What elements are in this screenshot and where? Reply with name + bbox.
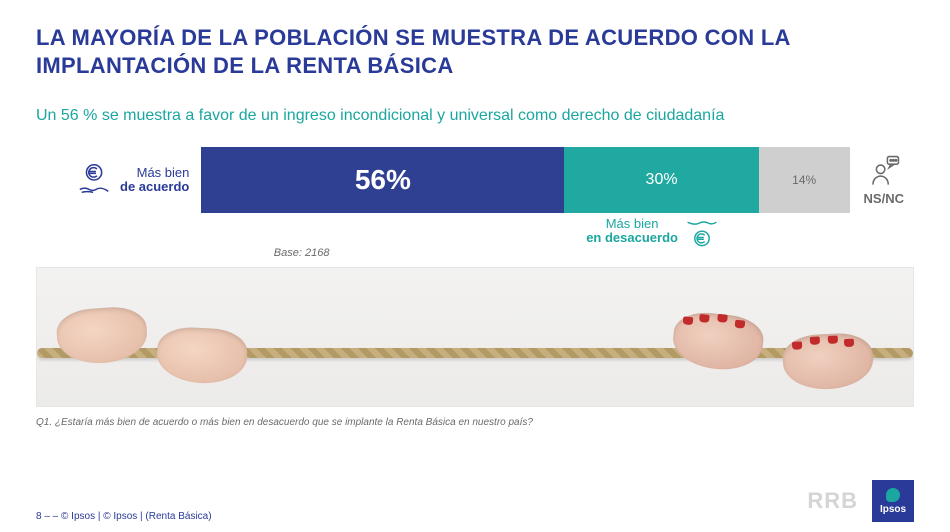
hand-left-2: [156, 326, 249, 386]
bar-value-nsnc: 14%: [792, 173, 816, 187]
ipsos-logo-mark: [886, 488, 900, 502]
hand-right-2: [782, 332, 875, 392]
footer: 8 – – © Ipsos | © Ipsos | (Renta Básica)…: [36, 480, 914, 522]
agree-label-line2: de acuerdo: [120, 180, 189, 194]
ipsos-logo: Ipsos: [872, 480, 914, 522]
euro-hand-icon: [76, 161, 114, 199]
disagree-label-line2: en desacuerdo: [586, 230, 678, 245]
agree-label-line1: Más bien: [120, 166, 189, 180]
bar-track: 56% 30% 14%: [201, 147, 849, 213]
rrb-logo: RRB: [807, 488, 858, 514]
footer-right: RRB Ipsos: [807, 480, 914, 522]
disagree-label-block: Más bien en desacuerdo: [586, 217, 678, 246]
slide: LA MAYORÍA DE LA POBLACIÓN SE MUESTRA DE…: [0, 0, 950, 532]
page-subtitle: Un 56 % se muestra a favor de un ingreso…: [36, 107, 914, 125]
disagree-label-line1: Más bien: [606, 216, 659, 231]
euro-hand-down-icon: [684, 215, 720, 251]
page-title: LA MAYORÍA DE LA POBLACIÓN SE MUESTRA DE…: [36, 24, 914, 79]
stacked-bar-chart: Más bien de acuerdo 56% 30% 14% NS/NC: [76, 147, 904, 213]
bar-segment-disagree: 30%: [564, 147, 758, 213]
bar-segment-nsnc: 14%: [759, 147, 850, 213]
bar-segment-agree: 56%: [201, 147, 564, 213]
hand-right-1: [670, 309, 765, 373]
person-speech-icon: [867, 154, 901, 188]
nsnc-label-block: NS/NC: [864, 154, 904, 206]
tug-of-war-image: [36, 267, 914, 407]
nsnc-label: NS/NC: [864, 191, 904, 206]
bar-value-disagree: 30%: [646, 171, 678, 189]
question-text: Q1. ¿Estaría más bien de acuerdo o más b…: [36, 417, 914, 428]
base-label: Base: 2168: [274, 247, 330, 259]
footer-left: 8 – – © Ipsos | © Ipsos | (Renta Básica): [36, 511, 212, 522]
below-chart-labels: Más bien en desacuerdo Base: 2168: [76, 213, 904, 269]
bar-value-agree: 56%: [355, 164, 411, 196]
ipsos-logo-text: Ipsos: [880, 504, 906, 515]
agree-label-block: Más bien de acuerdo: [76, 161, 189, 199]
